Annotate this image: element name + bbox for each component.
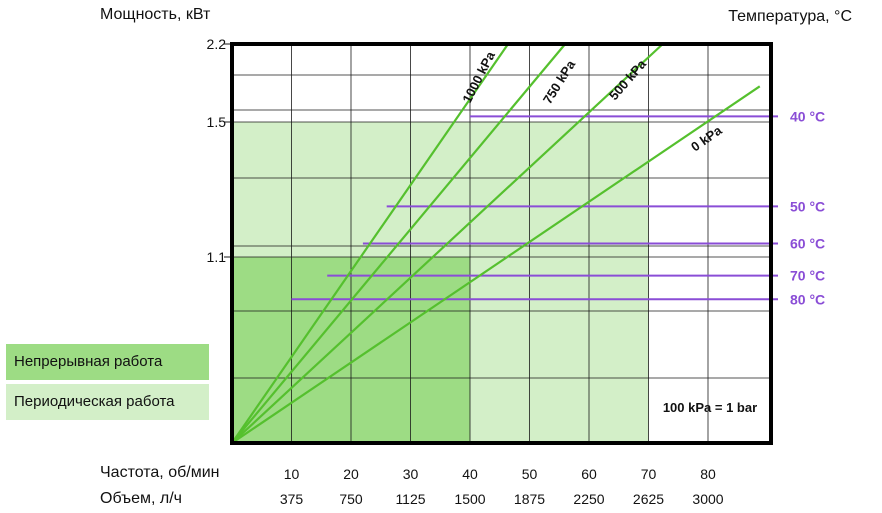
x-tick-label-volume: 2250	[573, 491, 604, 507]
series-line	[231, 43, 567, 444]
legend-continuous: Непрерывная работа	[6, 344, 209, 380]
y-tick-label: 2.2	[207, 36, 227, 52]
x-tick-label-frequency: 60	[581, 466, 597, 482]
y2-axis-title: Температура, °C	[728, 8, 852, 25]
x-tick-label-volume: 375	[280, 491, 304, 507]
temperature-label: 40 °C	[790, 108, 825, 124]
x-tick-label-frequency: 50	[522, 466, 538, 482]
x-row1-label: Частота, об/мин	[100, 464, 220, 481]
temperature-label: 60 °C	[790, 236, 825, 252]
x-tick-label-frequency: 30	[403, 466, 419, 482]
series-line	[231, 85, 761, 444]
temperature-label: 70 °C	[790, 268, 825, 284]
x-tick-label-frequency: 20	[343, 466, 359, 482]
series-label: 1000 kPa	[459, 48, 498, 105]
temperature-label: 50 °C	[790, 198, 825, 214]
series-line	[231, 43, 509, 444]
x-tick-label-frequency: 10	[284, 466, 300, 482]
plot-border	[230, 42, 773, 445]
series-label: 500 kPa	[606, 56, 650, 103]
x-tick-label-volume: 1875	[514, 491, 545, 507]
legend-periodic: Периодическая работа	[6, 384, 209, 420]
series-line	[231, 43, 664, 444]
x-tick-label-volume: 2625	[633, 491, 664, 507]
x-tick-label-volume: 3000	[692, 491, 723, 507]
x-row2-label: Объем, л/ч	[100, 490, 182, 507]
temperature-label: 80 °C	[790, 291, 825, 307]
conversion-note: 100 kPa = 1 bar	[663, 400, 757, 415]
y-tick-label: 1.1	[207, 249, 227, 265]
series-label: 750 kPa	[540, 57, 579, 107]
x-tick-label-frequency: 40	[462, 466, 478, 482]
x-tick-label-frequency: 70	[641, 466, 657, 482]
y-axis-title: Мощность, кВт	[100, 6, 211, 23]
x-tick-label-volume: 1125	[395, 491, 425, 507]
x-tick-label-frequency: 80	[700, 466, 716, 482]
series-label: 0 kPa	[688, 122, 725, 154]
y-tick-label: 1.5	[207, 114, 227, 130]
x-tick-label-volume: 1500	[454, 491, 485, 507]
x-tick-label-volume: 750	[339, 491, 363, 507]
